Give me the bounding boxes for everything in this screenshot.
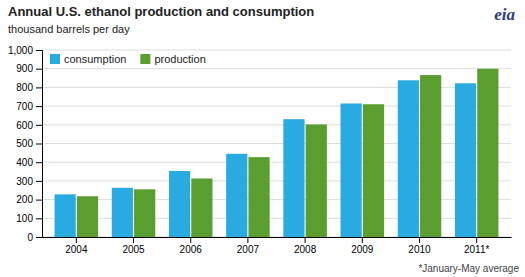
y-tick: 1,000 <box>8 45 42 56</box>
grid-line <box>42 68 511 69</box>
y-tick: 700 <box>16 101 42 112</box>
legend: consumption production <box>50 53 206 65</box>
y-tick-mark <box>36 237 42 238</box>
x-tick-label: 2005 <box>122 244 145 255</box>
bar <box>248 157 269 237</box>
x-tick: 2009 <box>351 237 374 255</box>
y-tick: 500 <box>16 138 42 149</box>
y-tick: 0 <box>27 232 42 243</box>
y-tick-mark <box>36 125 42 126</box>
bar <box>477 69 498 237</box>
bar <box>226 154 247 237</box>
y-tick-mark <box>36 50 42 51</box>
bar-series <box>77 69 499 237</box>
y-tick-label: 900 <box>16 63 33 74</box>
y-tick: 300 <box>16 176 42 187</box>
x-axis: 2004 2005 2006 2007 2008 2009 2010 2011* <box>43 237 512 255</box>
plot: 01002003004005006007008009001,0002004200… <box>8 45 512 255</box>
y-tick: 400 <box>16 157 42 168</box>
x-tick: 2010 <box>408 237 431 255</box>
grid <box>42 50 511 237</box>
legend-label: consumption <box>64 53 126 65</box>
y-tick-mark <box>36 181 42 182</box>
bar <box>55 194 76 237</box>
legend-item: consumption <box>50 53 126 65</box>
x-tick-label: 2008 <box>294 244 317 255</box>
y-tick: 200 <box>16 194 42 205</box>
bar <box>134 189 155 237</box>
y-tick: 100 <box>16 213 42 224</box>
y-tick-label: 1,000 <box>8 45 33 56</box>
x-tick: 2006 <box>180 237 203 255</box>
logo-text: eia <box>494 5 515 24</box>
bar <box>455 83 476 237</box>
footnote: *January-May average <box>418 263 519 274</box>
y-tick-label: 400 <box>16 157 33 168</box>
title: Annual U.S. ethanol production and consu… <box>8 4 314 19</box>
bar <box>306 124 327 237</box>
y-tick-label: 300 <box>16 176 33 187</box>
x-tick: 2004 <box>65 237 88 255</box>
x-tick: 2011* <box>464 237 490 255</box>
y-tick-mark <box>36 144 42 145</box>
y-tick-mark <box>36 162 42 163</box>
y-tick: 600 <box>16 120 42 131</box>
y-tick-mark <box>36 218 42 219</box>
x-tick-label: 2011* <box>464 244 490 255</box>
bar <box>169 171 190 237</box>
x-tick-mark <box>419 237 420 243</box>
y-tick-label: 800 <box>16 82 33 93</box>
x-tick: 2008 <box>294 237 317 255</box>
x-tick-mark <box>190 237 191 243</box>
bar <box>420 75 441 237</box>
chart: Annual U.S. ethanol production and consu… <box>0 0 525 277</box>
y-tick-mark <box>36 69 42 70</box>
y-tick: 800 <box>16 82 42 93</box>
legend-swatch <box>50 54 60 64</box>
x-tick-label: 2004 <box>65 244 88 255</box>
bar-series <box>55 80 477 237</box>
y-tick: 900 <box>16 63 42 74</box>
x-tick-label: 2006 <box>180 244 203 255</box>
x-tick: 2007 <box>237 237 260 255</box>
legend-swatch <box>140 54 150 64</box>
y-axis-line <box>36 51 43 238</box>
y-tick-label: 0 <box>27 232 33 243</box>
y-tick-label: 600 <box>16 120 33 131</box>
x-tick-mark <box>247 237 248 243</box>
x-tick-mark <box>133 237 134 243</box>
y-axis: 0 100 200 300 400 500 600 700 800 900 1,000 <box>8 45 43 243</box>
y-tick-label: 500 <box>16 138 33 149</box>
x-tick-mark <box>305 237 306 243</box>
y-tick-label: 200 <box>16 194 33 205</box>
grid-line <box>42 50 511 51</box>
x-tick: 2005 <box>122 237 145 255</box>
bar <box>112 188 133 237</box>
x-tick-label: 2010 <box>408 244 431 255</box>
bar <box>283 119 304 237</box>
bar <box>191 178 212 237</box>
bar <box>363 104 384 237</box>
x-tick-label: 2009 <box>351 244 374 255</box>
bar <box>77 196 98 237</box>
y-tick-mark <box>36 200 42 201</box>
x-axis-line <box>43 237 512 238</box>
x-tick-mark <box>76 237 77 243</box>
x-tick-label: 2007 <box>237 244 260 255</box>
bar <box>341 103 362 237</box>
x-tick-mark <box>476 237 477 243</box>
bar <box>398 80 419 237</box>
y-tick-label: 700 <box>16 101 33 112</box>
y-tick-mark <box>36 106 42 107</box>
legend-label: production <box>154 53 205 65</box>
subtitle: thousand barrels per day <box>8 23 130 35</box>
y-tick-mark <box>36 87 42 88</box>
bars <box>55 69 499 237</box>
legend-item: production <box>140 53 205 65</box>
y-tick-label: 100 <box>16 213 33 224</box>
x-tick-mark <box>362 237 363 243</box>
